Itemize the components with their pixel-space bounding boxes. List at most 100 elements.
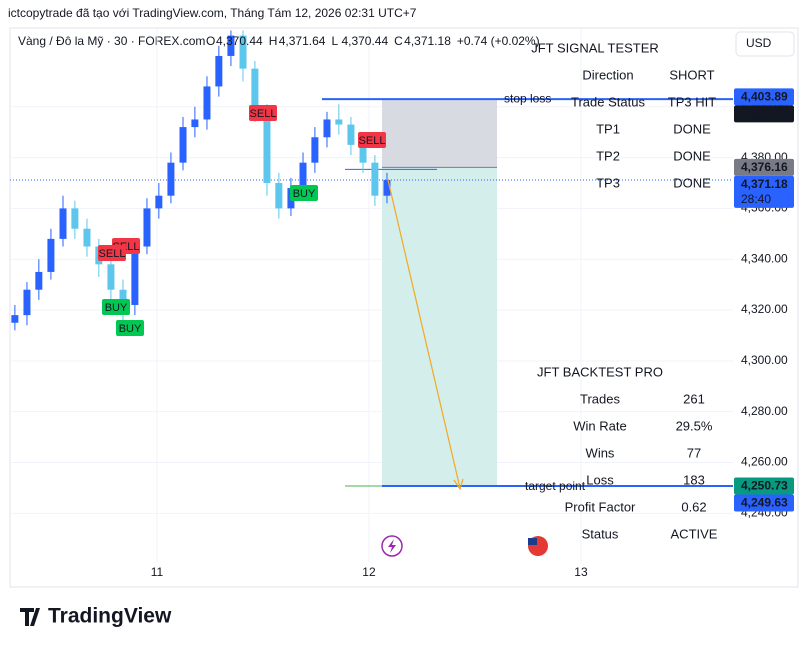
table-label: Trade Status	[571, 94, 645, 109]
table-value: DONE	[673, 175, 711, 190]
table-label: Status	[582, 526, 619, 541]
signal-label: SELL	[99, 248, 126, 260]
table-label: TP1	[596, 121, 620, 136]
projection-arrow	[387, 179, 461, 489]
candle-body	[311, 137, 319, 163]
candle-body	[347, 124, 355, 145]
event-bolt	[388, 539, 396, 553]
x-tick-label: 11	[151, 565, 164, 579]
ohlc-value: 4,370.44	[216, 34, 263, 48]
table-value: 183	[683, 472, 705, 487]
price-badge	[734, 175, 794, 208]
brand: TradingView	[48, 605, 172, 628]
table-value: SHORT	[669, 67, 714, 82]
price-badge	[734, 158, 794, 176]
price-badge	[734, 88, 794, 106]
table-label: Trades	[580, 391, 620, 406]
stop-loss-label: stop loss	[504, 91, 551, 105]
price-badge-label: 4,249.63	[741, 496, 788, 510]
candle-body	[155, 195, 163, 209]
logo-mark	[20, 608, 40, 626]
x-tick-label: 12	[362, 565, 376, 579]
candle-body	[263, 111, 271, 183]
signal-label: SELL	[359, 135, 386, 147]
candle-body	[59, 208, 67, 239]
candle-body	[275, 182, 283, 209]
signal-label: BUY	[105, 302, 128, 314]
table-label: TP3	[596, 175, 620, 190]
target-label: target point	[525, 479, 586, 493]
candle-body	[119, 289, 127, 305]
signal-label: SELL	[250, 108, 277, 120]
candle-body	[71, 208, 79, 229]
candle-body	[191, 119, 199, 128]
ohlc-key: C	[394, 34, 403, 48]
candle-body	[107, 264, 115, 290]
table-label: Direction	[582, 67, 633, 82]
candle-body	[143, 208, 151, 247]
table-label: Win Rate	[573, 418, 626, 433]
signal-badge	[102, 299, 130, 315]
candle-body	[359, 144, 367, 163]
candle-body	[47, 238, 55, 272]
candle-body	[383, 179, 391, 196]
ohlc-key: H	[269, 34, 278, 48]
table-value: 77	[687, 445, 701, 460]
table-label: TP2	[596, 148, 620, 163]
price-badge	[734, 105, 794, 123]
flag-canton	[528, 538, 537, 545]
y-tick-label: 4,300.00	[741, 353, 788, 367]
candle-body	[35, 271, 43, 290]
signal-badge	[358, 132, 386, 148]
attribution: ictcopytrade đã tạo với TradingView.com,…	[8, 6, 417, 20]
table-title: JFT BACKTEST PRO	[537, 364, 663, 379]
price-badge-label: 4,403.89	[741, 90, 788, 104]
chart-frame	[9, 27, 799, 588]
table-value: DONE	[673, 121, 711, 136]
change: +0.74 (+0.02%)	[457, 34, 540, 48]
y-tick-label: 4,260.00	[741, 455, 788, 469]
signal-label: BUY	[293, 188, 316, 200]
table-value: TP3 HIT	[668, 94, 716, 109]
signal-badge	[249, 105, 277, 121]
candle-body	[299, 162, 307, 189]
signal-badge	[116, 320, 144, 336]
ohlc-value: 4,371.64	[279, 34, 326, 48]
ohlc-value: 4,370.44	[341, 34, 388, 48]
risk-zone	[382, 99, 497, 168]
price-badge-label: 4,403.02	[741, 107, 788, 121]
table-value: 0.62	[681, 499, 706, 514]
y-tick-label: 4,340.00	[741, 251, 788, 265]
price-badge-sub: 28:40	[741, 192, 771, 206]
x-tick-label: 13	[574, 565, 588, 579]
table-value: 29.5%	[676, 418, 713, 433]
currency[interactable]: USD	[746, 36, 772, 50]
table-title: JFT SIGNAL TESTER	[531, 40, 659, 55]
candle-body	[251, 68, 259, 112]
candle-body	[11, 315, 19, 323]
candle-body	[227, 35, 235, 56]
ohlc-key: O	[206, 34, 215, 48]
candle-body	[131, 246, 139, 305]
ohlc-value: 4,371.18	[404, 34, 451, 48]
price-badge-label: 4,371.18	[741, 177, 788, 191]
candle-body	[371, 162, 379, 196]
table-label: Loss	[586, 472, 614, 487]
candle-body	[23, 289, 31, 316]
price-badge-label: 4,376.16	[741, 160, 788, 174]
table-label: Wins	[586, 445, 615, 460]
price-badge	[734, 477, 794, 495]
y-tick-label: 4,280.00	[741, 404, 788, 418]
table-label: Profit Factor	[565, 499, 636, 514]
symbol: Vàng / Đô la Mỹ · 30 · FOREX.com	[18, 34, 205, 48]
candle-body	[83, 228, 91, 247]
candle-body	[215, 55, 223, 87]
price-badge	[734, 494, 794, 512]
table-value: 261	[683, 391, 705, 406]
table-value: ACTIVE	[671, 526, 718, 541]
signal-label: BUY	[119, 323, 142, 335]
candle-body	[203, 86, 211, 120]
price-badge-label: 4,250.73	[741, 479, 788, 493]
currency-button[interactable]	[735, 31, 795, 57]
